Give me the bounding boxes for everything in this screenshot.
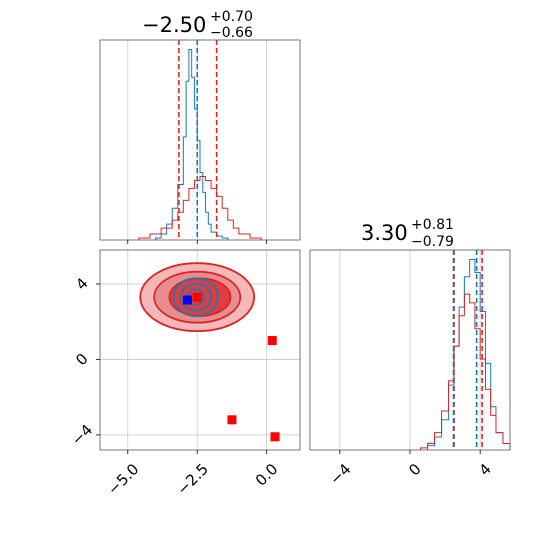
- bottom-left-ytick-label-1: 0: [72, 350, 91, 369]
- bottom-right-xtick-label-1: 0: [405, 460, 424, 479]
- bottom-right-xtick-label-0: −4: [326, 460, 354, 488]
- scatter-point-2: [267, 336, 277, 346]
- title-bottom-right-main: 3.30: [361, 221, 408, 245]
- title-top-left: −2.50 +0.70 −0.66: [142, 9, 253, 41]
- title-top-left-minus: −0.66: [210, 25, 253, 41]
- histogram-panel-top-left: [99, 39, 301, 244]
- scatter-panel-bottom-left: −5.0 −2.5 0.0 4 0 −4: [68, 249, 301, 499]
- bottom-left-ytick-label-2: −4: [68, 421, 96, 449]
- title-bottom-right: 3.30 +0.81 −0.79: [361, 217, 454, 250]
- title-bottom-right-minus: −0.79: [411, 234, 454, 250]
- scatter-point-3: [227, 415, 237, 425]
- title-bottom-right-plus: +0.81: [411, 217, 454, 233]
- contour-level-4: [179, 283, 213, 312]
- histogram-panel-bottom-right: −4 0 4: [309, 249, 511, 488]
- top-left-frame: [99, 39, 301, 241]
- bottom-left-xtick-label-0: −5.0: [104, 460, 142, 498]
- contour-level-3: [172, 277, 219, 317]
- bottom-left-xtick-label-2: 0.0: [252, 460, 282, 490]
- bottom-left-frame: [99, 249, 301, 451]
- bottom-left-xtick-label-1: −2.5: [173, 460, 211, 498]
- bottom-right-series-0-step-line: [427, 259, 511, 450]
- bottom-right-xtick-label-2: 4: [475, 460, 494, 479]
- scatter-point-0: [183, 295, 192, 305]
- bottom-left-ytick-label-0: 4: [72, 274, 91, 293]
- bottom-right-series-1-step-line: [420, 293, 511, 450]
- title-top-left-main: −2.50: [142, 13, 206, 37]
- scatter-point-1: [192, 292, 202, 302]
- title-top-left-plus: +0.70: [210, 9, 253, 25]
- top-left-series-1-step-line: [138, 176, 262, 240]
- scatter-point-4: [270, 432, 280, 442]
